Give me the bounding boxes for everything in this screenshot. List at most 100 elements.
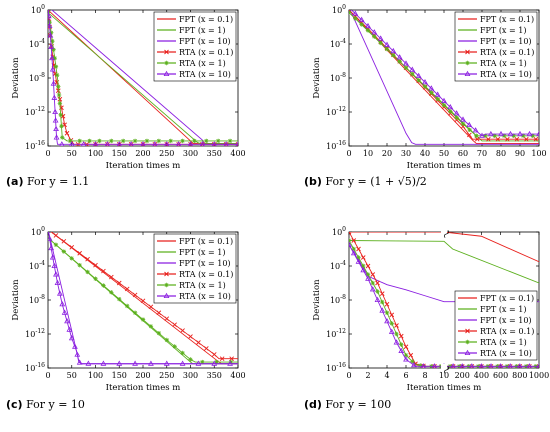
marker-tri — [447, 103, 454, 110]
x-tick-label: 250 — [159, 371, 174, 380]
marker-tri — [92, 141, 99, 146]
marker-tri — [464, 70, 471, 76]
panel-caption-text: For y = 1.1 — [23, 175, 90, 188]
marker-star — [52, 55, 57, 61]
x-tick-label: 40 — [420, 149, 430, 158]
x-tick-label: 350 — [207, 149, 222, 158]
legend: FPT (x = 0.1) FPT (x = 1) FPT (x = 10) RTA … — [153, 233, 237, 304]
x-tick-label: 300 — [183, 149, 198, 158]
marker-star — [144, 138, 150, 144]
marker-star — [467, 127, 472, 133]
marker-star — [53, 64, 59, 69]
marker-tri — [517, 130, 523, 137]
marker-tri — [536, 130, 539, 137]
marker-tri — [403, 356, 409, 362]
marker-tri — [51, 94, 58, 100]
panel-caption-text: For y = 100 — [321, 398, 392, 411]
marker-tri — [498, 130, 504, 137]
marker-x — [109, 274, 114, 280]
legend-entry: FPT (x = 1) — [179, 248, 225, 257]
marker-star — [132, 310, 138, 315]
x-tick-label: 50 — [439, 149, 449, 158]
legend: FPT (x = 0.1) FPT (x = 1) FPT (x = 10) RTA … — [454, 290, 538, 361]
marker-x — [64, 130, 70, 136]
marker-x — [93, 262, 98, 268]
series-group — [46, 227, 238, 366]
marker-tri — [68, 335, 75, 341]
marker-tri — [53, 134, 60, 140]
x-tick-label: 350 — [207, 371, 222, 380]
marker-star — [60, 135, 65, 140]
marker-x — [196, 340, 201, 345]
series-line-1 — [349, 232, 539, 263]
marker-tri — [223, 141, 229, 146]
marker-star — [435, 96, 440, 102]
marker-star — [375, 289, 380, 294]
y-tick-label: 100 — [332, 4, 346, 15]
marker-tri — [100, 360, 107, 366]
x-axis-label: Iteration times m — [407, 161, 482, 171]
legend-entry: RTA (x = 10) — [480, 70, 532, 79]
series-line-1 — [349, 10, 539, 144]
legend-entry: FPT (x = 1) — [179, 26, 225, 35]
marker-tri — [49, 254, 56, 260]
marker-x — [46, 227, 50, 231]
marker-star — [422, 84, 428, 89]
series-group — [349, 232, 539, 368]
marker-star — [351, 246, 356, 252]
marker-star — [356, 255, 361, 260]
legend-box — [153, 233, 237, 304]
marker-star — [132, 138, 138, 144]
y-axis-label: Deviation — [11, 279, 21, 321]
marker-tri — [66, 326, 73, 332]
x-tick-label: 10 — [363, 149, 373, 158]
marker-star — [109, 290, 114, 295]
marker-tri — [80, 141, 87, 146]
marker-star — [58, 112, 63, 118]
y-tick-label: 10-4 — [330, 260, 346, 271]
series-line-6 — [48, 10, 238, 145]
marker-tri — [52, 108, 59, 114]
marker-tri — [431, 363, 438, 368]
marker-x — [533, 136, 539, 142]
marker-star — [520, 133, 526, 138]
marker-tri — [164, 141, 170, 146]
marker-star — [180, 138, 185, 144]
marker-tri — [46, 227, 50, 231]
legend-entry: FPT (x = 1) — [480, 26, 526, 35]
marker-star — [361, 263, 366, 269]
marker-tri — [235, 141, 238, 146]
marker-star — [403, 65, 409, 70]
marker-star — [394, 331, 399, 337]
marker-tri — [358, 16, 365, 22]
marker-tri — [398, 347, 405, 353]
marker-x — [524, 136, 529, 142]
panel-caption: (d) For y = 100 — [304, 398, 391, 411]
x-tick-label: 150 — [112, 371, 127, 380]
marker-x — [219, 356, 225, 361]
marker-x — [172, 322, 177, 327]
marker-tri — [148, 360, 154, 366]
x-axis-label: Iteration times m — [407, 383, 482, 393]
marker-tri — [179, 360, 186, 366]
marker-star — [192, 138, 197, 144]
marker-tri — [403, 60, 409, 66]
marker-star — [482, 133, 488, 138]
marker-tri — [365, 22, 371, 29]
marker-x — [77, 250, 82, 256]
legend-entry: RTA (x = 10) — [480, 349, 532, 358]
panel-caption-letter: (d) — [304, 398, 322, 411]
marker-x — [116, 280, 122, 286]
marker-star — [441, 103, 447, 108]
panel-caption-letter: (c) — [6, 398, 23, 411]
panel-caption: (c) For y = 10 — [6, 398, 85, 411]
marker-star — [410, 71, 415, 77]
marker-tri — [420, 363, 427, 368]
y-tick-label: 10-16 — [326, 140, 346, 151]
marker-tri — [507, 130, 514, 137]
legend-entry: FPT (x = 10) — [480, 37, 532, 46]
marker-star — [380, 299, 385, 305]
x-tick-label: 6 — [403, 371, 408, 380]
marker-tri — [379, 307, 386, 313]
